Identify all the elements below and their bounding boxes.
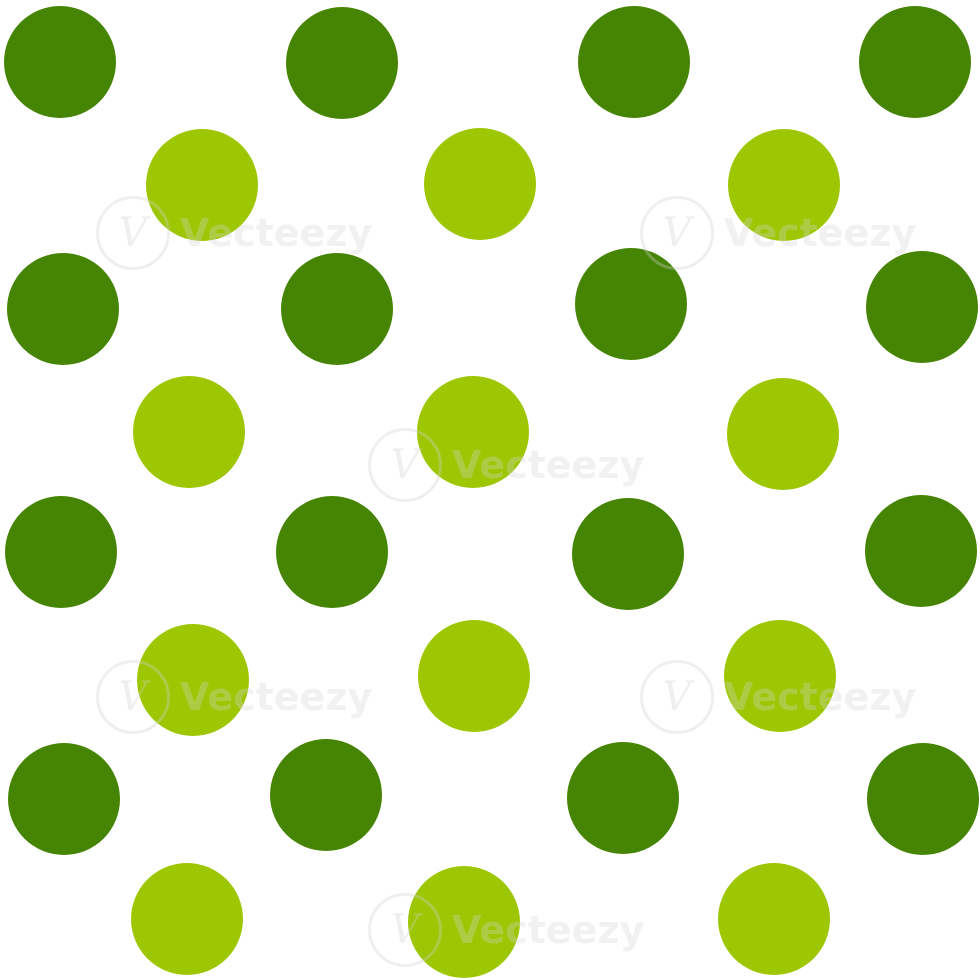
dark-green-dot — [567, 742, 679, 854]
dark-green-dot — [859, 6, 971, 118]
light-green-dot — [417, 376, 529, 488]
light-green-dot — [728, 129, 840, 241]
dark-green-dot — [286, 7, 398, 119]
dark-green-dot — [7, 253, 119, 365]
dark-green-dot — [867, 743, 979, 855]
light-green-dot — [724, 620, 836, 732]
light-green-dot — [146, 129, 258, 241]
dark-green-dot — [865, 495, 977, 607]
dark-green-dot — [866, 251, 978, 363]
light-green-dot — [137, 624, 249, 736]
light-green-dot — [424, 128, 536, 240]
light-green-dot — [718, 863, 830, 975]
light-green-dot — [408, 866, 520, 978]
light-green-dot — [418, 620, 530, 732]
dark-green-dot — [572, 498, 684, 610]
dark-green-dot — [5, 496, 117, 608]
dark-green-dot — [270, 739, 382, 851]
dark-green-dot — [8, 743, 120, 855]
dark-green-dot — [578, 6, 690, 118]
light-green-dot — [131, 863, 243, 975]
dark-green-dot — [575, 248, 687, 360]
vecteezy-logo-icon: V — [640, 660, 714, 734]
light-green-dot — [727, 378, 839, 490]
light-green-dot — [133, 376, 245, 488]
dark-green-dot — [281, 253, 393, 365]
dark-green-dot — [4, 6, 116, 118]
dark-green-dot — [276, 496, 388, 608]
